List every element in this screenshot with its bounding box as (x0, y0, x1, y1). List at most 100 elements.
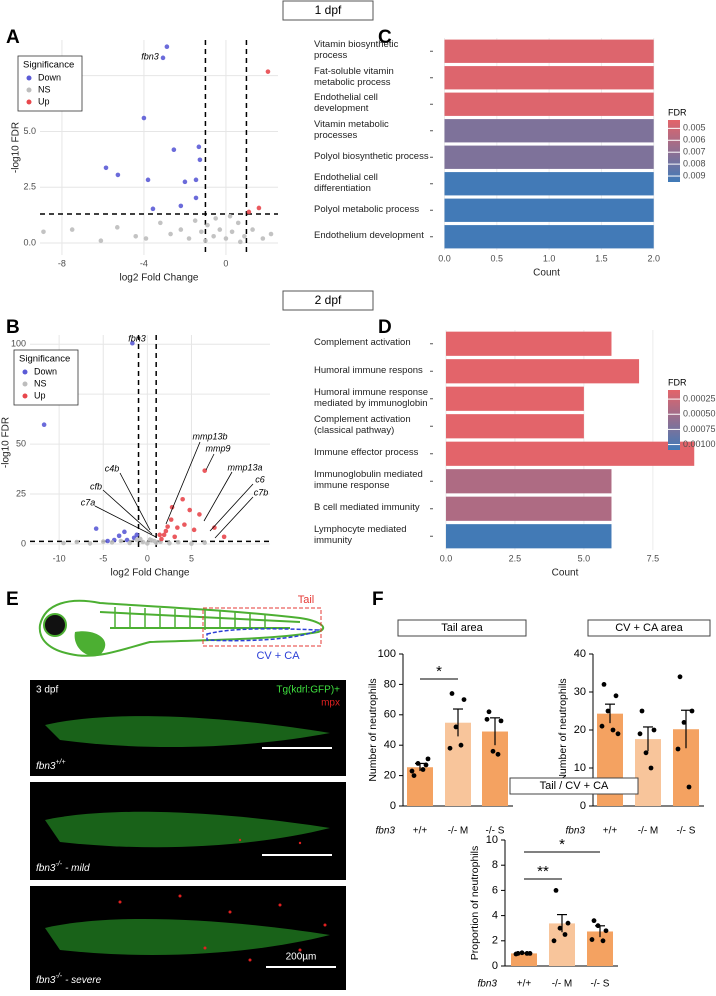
category-label-box: B cell mediated immunity (314, 502, 420, 513)
x-axis-label: fbn3 (566, 826, 586, 837)
data-point (610, 727, 616, 733)
eye (43, 613, 67, 637)
bar (445, 331, 612, 356)
data-point (591, 918, 597, 924)
data-point (689, 708, 695, 714)
category-label-box: Complement activation (314, 337, 411, 348)
gene-label: fbn3 (128, 333, 146, 343)
y-tick-label: 30 (574, 686, 586, 698)
leader-line (102, 489, 153, 535)
panel-label: F (372, 589, 384, 610)
y-tick-label: 10 (486, 834, 498, 846)
data-point (178, 203, 184, 209)
data-point (589, 937, 595, 942)
category-label: Vitamin biosynthetic process (314, 39, 399, 62)
data-point (615, 731, 621, 737)
leader-line (209, 483, 254, 532)
data-point (69, 227, 75, 232)
data-point (639, 708, 645, 714)
data-point (250, 227, 255, 232)
y-tick-label: 20 (384, 770, 396, 782)
data-point (193, 195, 199, 201)
data-point (235, 220, 241, 226)
y-tick-label: 2.5 (23, 182, 36, 192)
leader-line (165, 441, 201, 525)
y-axis-label: -log10 FDR (1, 417, 12, 468)
data-point (161, 532, 167, 538)
leader-line (214, 496, 254, 539)
header: 2 dpf (315, 293, 342, 307)
data-point (415, 761, 421, 766)
data-point (601, 682, 607, 687)
data-point (486, 709, 492, 715)
x-tick-label: +/+ (517, 979, 532, 990)
stage-label: 3 dpf (36, 685, 58, 696)
x-tick-label: 0 (145, 553, 150, 563)
gene-label: c6 (255, 474, 265, 484)
x-tick-label: -4 (140, 258, 148, 268)
data-point (165, 524, 170, 529)
data-point (172, 534, 178, 540)
data-point (130, 340, 135, 346)
x-tick-label: 0 (223, 258, 228, 268)
x-tick-label: +/+ (413, 826, 428, 837)
bar (445, 386, 584, 411)
gene-label: c4b (105, 463, 120, 473)
data-point (447, 745, 453, 751)
data-point (425, 756, 431, 762)
data-point (513, 951, 519, 957)
bar (445, 359, 640, 384)
data-point (197, 157, 203, 163)
category-label: Polyol biosynthetic process (314, 150, 429, 162)
gene-label: fbn3 (141, 51, 159, 61)
gene: fbn3 (36, 975, 56, 986)
bar (444, 66, 654, 90)
gene-label: cfb (90, 481, 102, 491)
category-label: Humoral immune response mediated by immu… (314, 386, 429, 409)
gene-label: mmp9 (205, 443, 230, 453)
data-point (217, 227, 223, 232)
x-axis-label: fbn3 (376, 826, 396, 837)
colorbar (668, 390, 680, 450)
data-point (133, 233, 139, 239)
gene: fbn3 (36, 863, 56, 874)
header-box (282, 0, 374, 21)
x-tick-label: -/- S (591, 979, 610, 990)
data-point (260, 236, 266, 241)
schematic-label: Tail (298, 594, 315, 606)
data-point (187, 507, 193, 513)
data-point (211, 233, 216, 239)
category-label: Immunoglobulin mediated immune response (314, 469, 423, 492)
x-tick-label: -10 (53, 553, 66, 563)
data-point (124, 537, 130, 543)
panel-label: C (378, 27, 392, 48)
data-point (175, 539, 181, 545)
bar (445, 722, 471, 806)
data-point (74, 539, 80, 545)
y-tick-label: 0 (390, 800, 396, 812)
data-point (551, 938, 557, 944)
data-point (116, 533, 122, 539)
channel-label: mpx (321, 698, 340, 709)
genotype-label: fbn3-/- - severe (36, 973, 102, 986)
legend-swatch (26, 75, 32, 81)
data-point (164, 44, 170, 49)
data-point (677, 674, 683, 680)
data-point (145, 177, 151, 183)
data-point (498, 718, 504, 724)
data-point (256, 205, 262, 211)
legend-swatch (22, 393, 28, 399)
channel-label: Tg(kdrl:GFP)+ (276, 685, 340, 696)
data-point (227, 213, 233, 219)
category-label-box: Humoral immune response mediated by immu… (314, 386, 429, 409)
legend-title: Significance (23, 60, 74, 71)
data-point (168, 231, 173, 237)
colorbar-label: 0.008 (683, 158, 706, 168)
chart-title: Tail area (441, 622, 483, 634)
data-point (595, 923, 601, 929)
data-point (105, 538, 110, 544)
gene-label: c7b (254, 487, 269, 497)
data-point (150, 206, 156, 212)
data-point (409, 768, 415, 774)
